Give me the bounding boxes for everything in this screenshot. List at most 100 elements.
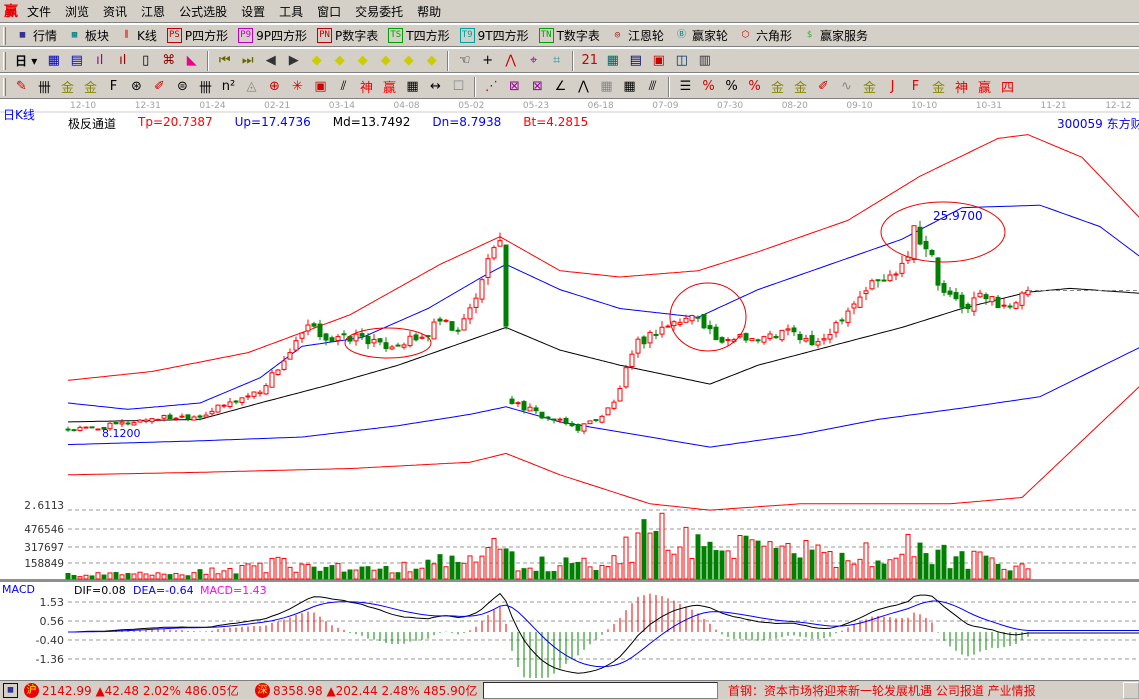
indicator-3-icon[interactable]: ıl	[96, 53, 104, 68]
fib-icon[interactable]: F	[109, 79, 118, 94]
menu-item[interactable]: 公式选股	[179, 4, 228, 19]
notepad-icon[interactable]: ▤	[70, 53, 83, 68]
menu-item[interactable]: 文件	[27, 4, 52, 19]
save-icon[interactable]: ▣	[652, 53, 665, 68]
parallel-icon[interactable]: 卌	[37, 81, 51, 96]
f-angle-icon[interactable]: F	[911, 79, 920, 94]
toolbar-button-p9[interactable]: P9 9P四方形	[233, 26, 312, 46]
toolbar-grip[interactable]	[3, 51, 6, 70]
indicator-9-icon[interactable]: ıl	[119, 53, 127, 68]
next-icon[interactable]: ▶	[288, 53, 299, 68]
menu-item[interactable]: 交易委托	[355, 4, 404, 19]
toolbar-grip[interactable]	[3, 26, 6, 45]
shrink-h-icon[interactable]: ◆	[380, 53, 391, 68]
box-icon[interactable]: ☐	[452, 79, 465, 94]
shrink-v-icon[interactable]: ◆	[403, 53, 414, 68]
gold-icon[interactable]: 金	[60, 81, 74, 96]
gann-icon[interactable]: ⌘	[162, 53, 176, 68]
toolbar-button-dollar[interactable]: $ 赢家服务	[797, 26, 873, 46]
slant-icon[interactable]: ⫽	[340, 79, 347, 94]
kline-chart[interactable]: 2.6113 476546 317697 158849 1.53 0.56 -0.40 -1.…	[0, 0, 1139, 680]
period-dropdown[interactable]: 日 ▾	[15, 53, 38, 69]
toolbar-button-big-wheel[interactable]: Ⓑ 赢家轮	[669, 26, 733, 46]
toolbar-button-t9[interactable]: T9 9T四方形	[455, 26, 534, 46]
square-web-icon[interactable]: ▣	[314, 79, 327, 94]
news-ticker[interactable]: 首钢：资本市场将迎来新一轮发展机遇 公司报道 产业情报	[728, 683, 1036, 698]
pen2-icon[interactable]: ✐	[818, 79, 829, 94]
toolbar-button-tn[interactable]: TN T数字表	[534, 26, 605, 46]
web-icon[interactable]: ✳	[292, 79, 303, 94]
grid-icon[interactable]: ▦	[600, 79, 613, 94]
menu-item[interactable]: 浏览	[65, 4, 90, 19]
angle-icon[interactable]: ∠	[554, 79, 567, 94]
move-left-icon[interactable]: ◆	[311, 53, 322, 68]
shen-icon[interactable]: 神	[359, 81, 373, 96]
ying-icon[interactable]: 赢	[382, 81, 396, 96]
toolbar-button-gann-wheel[interactable]: ◎ 江恩轮	[605, 26, 669, 46]
pattern-icon[interactable]: ⌖	[530, 53, 538, 68]
toolbar-button-ps[interactable]: PS P四方形	[162, 26, 233, 46]
gold-box-icon[interactable]: 金	[862, 81, 876, 96]
expand-h-icon[interactable]: ◆	[357, 53, 368, 68]
ruler-icon[interactable]: ▦	[406, 79, 419, 94]
gold2-icon[interactable]: 金	[83, 81, 97, 96]
gold-lines-icon[interactable]: 金	[793, 81, 807, 96]
network-icon[interactable]: ◫	[675, 53, 688, 68]
menu-item[interactable]: 工具	[279, 4, 304, 19]
command-input[interactable]	[483, 681, 718, 699]
calendar-icon[interactable]: 21	[581, 53, 598, 68]
ying-angle-icon[interactable]: 赢	[977, 81, 991, 96]
hand-icon[interactable]: ☜	[458, 53, 471, 68]
shenzhen-index[interactable]: 8358.98 ▲202.44 2.48% 485.90亿	[273, 683, 478, 698]
scroll-buttons[interactable]	[1123, 681, 1139, 699]
move-right-icon[interactable]: ◆	[334, 53, 345, 68]
last-icon[interactable]: ⏭	[241, 53, 254, 68]
ladder-icon[interactable]: ☰	[679, 79, 692, 94]
expand-v-icon[interactable]: ◆	[426, 53, 437, 68]
menu-item[interactable]: 窗口	[317, 4, 342, 19]
crosshair-icon[interactable]: +	[482, 53, 494, 68]
menu-item[interactable]: 设置	[241, 4, 266, 19]
toolbar-grip[interactable]	[3, 77, 6, 96]
toolbar-button-quote-table[interactable]: ▦ 行情	[10, 26, 62, 46]
wave-icon[interactable]: ⋀	[578, 79, 589, 94]
n2-icon[interactable]: n²	[221, 79, 236, 94]
line-tool-icon[interactable]: ⋀	[505, 53, 517, 68]
shanghai-index[interactable]: 2142.99 ▲42.48 2.02% 486.05亿	[42, 683, 239, 698]
quote-table-icon[interactable]: ▦	[3, 682, 18, 698]
toolbar-button-ts[interactable]: TS T四方形	[383, 26, 454, 46]
si-angle-icon[interactable]: 四	[1000, 81, 1014, 96]
pen-icon[interactable]: ✎	[16, 79, 27, 94]
square-fan-icon[interactable]: ⊠	[532, 79, 543, 94]
calculator-icon[interactable]: ▦	[606, 53, 619, 68]
j-angle-icon[interactable]: J	[890, 79, 895, 94]
circle-ruler-icon[interactable]: ⊜	[177, 79, 188, 94]
menu-item[interactable]: 江恩	[141, 4, 166, 19]
spiral-icon[interactable]: ⊛	[131, 79, 142, 94]
first-icon[interactable]: ⏮	[218, 53, 231, 68]
menu-item[interactable]: 帮助	[417, 4, 442, 19]
menu-item[interactable]: 资讯	[103, 4, 128, 19]
toolbar-button-pn[interactable]: PN P数字表	[312, 26, 383, 46]
triangle-icon[interactable]: ◬	[246, 79, 257, 94]
pattern2-icon[interactable]: ⌗	[553, 53, 561, 68]
chart-select-icon[interactable]: ▦	[47, 53, 60, 68]
prev-icon[interactable]: ◀	[265, 53, 276, 68]
candle-type-icon[interactable]: ▯	[142, 53, 150, 68]
percent-line-icon[interactable]: %	[702, 79, 715, 94]
shen-angle-icon[interactable]: 神	[954, 81, 968, 96]
toolbar-button-candlestick[interactable]: ⫼ K线	[114, 26, 162, 46]
report-icon[interactable]: ▤	[629, 53, 642, 68]
sine-icon[interactable]: ∿	[841, 79, 852, 94]
target-icon[interactable]: ⊕	[269, 79, 280, 94]
hash-icon[interactable]: 卌	[198, 81, 212, 96]
flag-icon[interactable]: ◣	[186, 53, 197, 68]
lines-icon[interactable]: ⫻	[648, 79, 657, 94]
toolbar-button-hexagon[interactable]: ⬡ 六角形	[733, 26, 797, 46]
toolbar-button-sector-block[interactable]: ▩ 板块	[62, 26, 114, 46]
fan-icon[interactable]: ⋰	[485, 79, 498, 94]
gold-circle-icon[interactable]: 金	[770, 81, 784, 96]
grid2-icon[interactable]: ▦	[623, 79, 636, 94]
print-icon[interactable]: ▥	[698, 53, 711, 68]
gold-angle-icon[interactable]: 金	[931, 81, 945, 96]
